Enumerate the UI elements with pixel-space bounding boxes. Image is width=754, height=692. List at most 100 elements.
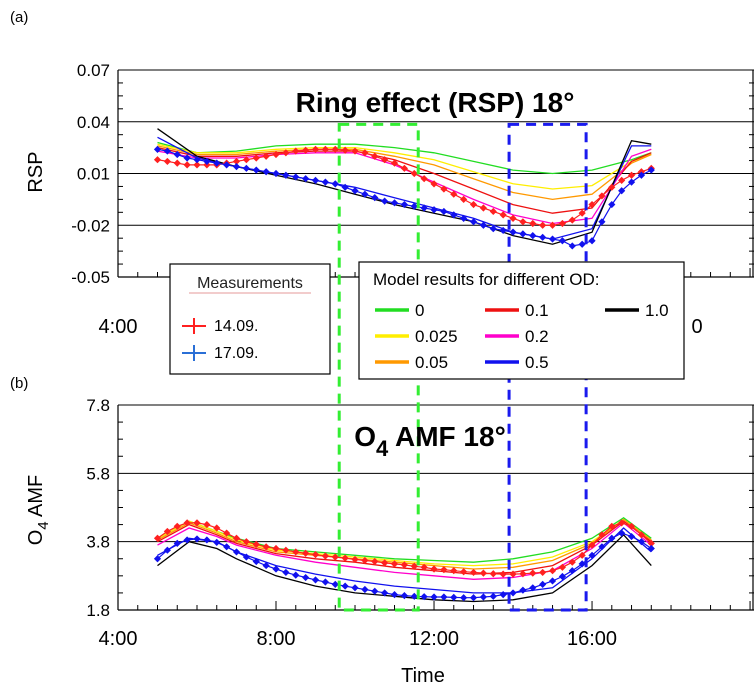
measurement-point <box>479 204 488 212</box>
measurement-point <box>302 573 310 582</box>
legend-model-label: 0.025 <box>415 327 458 346</box>
measurement-point <box>529 232 537 240</box>
measurement-point <box>440 185 448 193</box>
measurement-point <box>489 207 497 216</box>
measurement-point <box>529 584 537 592</box>
measurement-point <box>568 242 576 250</box>
measurement-point <box>242 553 250 561</box>
measurement-point <box>647 166 655 174</box>
legend-model-label: 1.0 <box>645 301 669 320</box>
measurement-point <box>213 538 221 546</box>
measurement-point <box>203 536 211 544</box>
measurement-point <box>469 568 478 577</box>
measurement-point <box>371 587 379 595</box>
measurement-point <box>361 149 369 157</box>
measurement-point <box>292 548 300 556</box>
measurement-point <box>361 190 369 198</box>
panel-b-axes: 7.8 5.8 3.8 1.8 4:00 8:00 12:00 16:00 <box>86 396 754 650</box>
measurement-point <box>519 218 527 226</box>
measurement-point <box>598 531 606 539</box>
measurement-point <box>203 520 211 529</box>
legend-model-label: 0.1 <box>525 301 549 320</box>
measurement-point <box>400 592 408 600</box>
measurement-point <box>381 589 389 597</box>
measurement-point <box>292 571 300 579</box>
measurement-point <box>420 593 428 601</box>
y-tick-label: 3.8 <box>86 533 110 552</box>
measurement-point <box>321 178 329 186</box>
measurement-point <box>390 199 399 207</box>
measurement-point <box>272 150 280 159</box>
measurement-point <box>430 593 438 601</box>
measurement-point <box>618 519 626 527</box>
measurement-point <box>568 558 576 566</box>
measurement-point <box>618 529 626 537</box>
panel-b-xlabel: Time <box>401 665 445 687</box>
measurement-point <box>410 562 418 570</box>
measurement-point <box>193 156 201 164</box>
measurement-point <box>341 554 349 562</box>
measurement-point <box>548 567 557 575</box>
measurement-point <box>351 147 359 155</box>
measurement-point <box>588 541 596 549</box>
panel-b-label: (b) <box>10 375 28 392</box>
panel-b-ylabel: O4 AMF <box>25 475 52 546</box>
y-tick-label: -0.05 <box>71 268 110 287</box>
measurement-point <box>430 206 438 214</box>
highlight-boxes <box>337 122 588 612</box>
measurement-point <box>598 192 606 200</box>
y-tick-label: 0.07 <box>77 61 110 80</box>
panel-b: 7.8 5.8 3.8 1.8 4:00 8:00 12:00 16:00 <box>86 396 754 650</box>
measurement-point <box>232 163 241 171</box>
measurement-point <box>578 209 586 217</box>
measurement-point <box>163 157 171 166</box>
measurement-point <box>193 519 201 527</box>
measurement-point <box>450 593 458 601</box>
measurement-point <box>252 540 260 548</box>
measurement-point <box>272 169 280 178</box>
measurement-point <box>272 565 280 573</box>
measurement-point <box>311 145 320 153</box>
measurement-point <box>163 527 171 536</box>
measurement-point <box>637 538 646 546</box>
measurement-point <box>469 200 478 209</box>
legend-measurements-title: Measurements <box>197 275 303 292</box>
measurement-point <box>331 580 339 588</box>
measurement-point <box>637 171 646 179</box>
measurement-point <box>321 552 329 560</box>
measurement-point <box>341 582 349 590</box>
panel-b-x-tick-label: 12:00 <box>409 628 459 650</box>
measurement-point <box>529 219 537 228</box>
measurement-point <box>440 593 448 601</box>
measurement-point <box>578 240 586 248</box>
measurement-point <box>608 534 616 542</box>
measurement-point <box>548 577 557 585</box>
measurement-point <box>390 591 399 599</box>
measurement-point <box>193 535 201 543</box>
measurement-point <box>292 147 300 155</box>
legend-measurement-label: 17.09. <box>214 345 258 362</box>
measurement-point <box>588 237 596 245</box>
measurement-point <box>163 546 171 554</box>
measurement-point <box>183 519 191 527</box>
measurement-point <box>509 228 517 236</box>
measurement-point <box>608 183 616 191</box>
measurement-point <box>460 568 468 576</box>
measurement-point <box>213 159 221 167</box>
measurement-point <box>232 548 241 556</box>
measurement-point <box>371 152 379 160</box>
measurement-point <box>341 183 349 191</box>
panel-b-x-tick-label: 8:00 <box>257 628 296 650</box>
measurement-point <box>509 589 517 597</box>
legend-model-label: 0.5 <box>525 353 549 372</box>
measurement-point <box>282 568 290 577</box>
legend-model-label: 0.05 <box>415 353 448 372</box>
measurement-point <box>588 200 596 209</box>
measurement-point <box>539 221 547 229</box>
measurement-point <box>242 164 250 172</box>
measurement-point <box>539 233 547 241</box>
measurement-point <box>489 592 497 600</box>
measurement-point <box>509 570 517 578</box>
measurement-point <box>242 156 250 164</box>
panel-b-x-tick-label: 4:00 <box>99 628 138 650</box>
